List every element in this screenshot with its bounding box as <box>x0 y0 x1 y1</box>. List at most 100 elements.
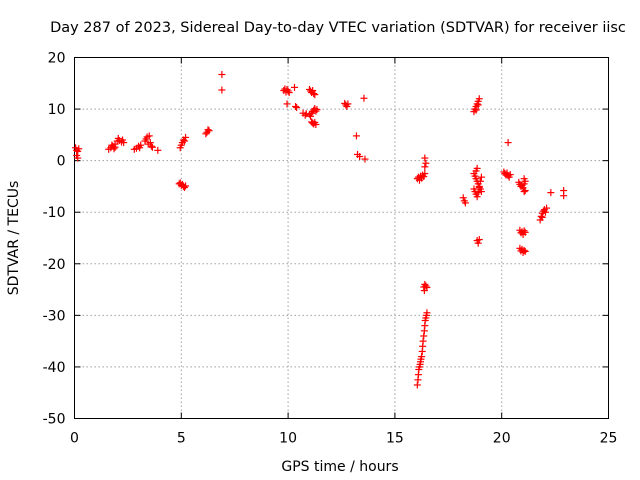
data-point <box>477 188 485 196</box>
x-tick-label: 0 <box>70 431 79 447</box>
data-point <box>461 199 469 207</box>
data-point <box>361 155 369 163</box>
gridlines <box>74 57 609 419</box>
data-point <box>473 164 481 172</box>
data-point <box>110 145 118 153</box>
x-tick-labels: 0 5 10 15 20 25 <box>70 431 617 447</box>
data-point <box>475 183 483 191</box>
data-point <box>521 187 529 195</box>
data-point <box>313 106 321 114</box>
data-point <box>520 227 528 235</box>
data-point <box>181 137 189 145</box>
x-tick-label: 5 <box>177 431 186 447</box>
plot-frame <box>74 57 609 419</box>
data-point <box>356 153 364 161</box>
data-point <box>459 194 467 202</box>
data-point <box>477 173 485 181</box>
data-point <box>312 121 320 129</box>
data-point <box>74 154 82 162</box>
data-point <box>547 189 555 197</box>
data-point <box>284 87 292 95</box>
data-point <box>419 337 427 345</box>
data-point <box>420 332 428 340</box>
data-point <box>145 132 153 140</box>
y-tick-label: -30 <box>43 308 66 324</box>
data-point <box>541 208 549 216</box>
data-point <box>181 183 189 191</box>
data-point <box>475 236 483 244</box>
data-point <box>204 126 212 134</box>
data-point <box>476 177 484 185</box>
data-point <box>474 101 482 109</box>
data-point <box>218 71 226 79</box>
data-point <box>311 91 319 99</box>
data-point <box>506 171 514 179</box>
data-point <box>521 228 529 236</box>
y-tick-label: -20 <box>43 257 66 273</box>
axis-ticks <box>74 57 609 419</box>
y-tick-label: 10 <box>48 102 66 118</box>
data-point <box>307 112 315 120</box>
data-point <box>146 139 154 147</box>
data-point <box>521 247 529 255</box>
data-point <box>543 204 551 212</box>
data-point <box>283 100 291 108</box>
data-point <box>520 188 528 196</box>
y-tick-label: 0 <box>57 154 66 170</box>
data-point <box>538 213 546 221</box>
y-tick-label: 20 <box>48 51 66 67</box>
data-point <box>182 133 190 141</box>
data-point <box>474 239 482 247</box>
data-point <box>560 192 568 200</box>
data-point <box>422 282 430 290</box>
y-tick-label: -50 <box>43 412 66 428</box>
data-point <box>147 142 155 150</box>
data-point <box>352 132 360 140</box>
data-point <box>420 173 428 181</box>
data-point <box>421 170 429 178</box>
x-axis-label: GPS time / hours <box>281 459 398 475</box>
data-point <box>504 139 512 147</box>
data-point <box>218 86 226 94</box>
x-tick-label: 10 <box>279 431 297 447</box>
data-point <box>418 353 426 361</box>
data-point <box>474 189 482 197</box>
data-point <box>475 95 483 103</box>
data-point <box>473 193 481 201</box>
data-point <box>285 89 293 97</box>
data-point <box>537 212 545 220</box>
data-point <box>360 94 368 102</box>
data-point <box>74 147 82 155</box>
data-point <box>154 146 162 154</box>
x-tick-label: 25 <box>600 431 618 447</box>
data-point <box>520 246 528 254</box>
data-point <box>291 83 299 91</box>
data-point <box>120 139 128 147</box>
data-point <box>292 102 300 110</box>
data-point <box>310 90 318 98</box>
data-point <box>205 127 213 135</box>
data-point <box>413 381 421 389</box>
data-point <box>344 100 352 108</box>
y-tick-label: -10 <box>43 205 66 221</box>
data-point <box>309 87 317 95</box>
data-point <box>182 182 190 190</box>
y-axis-label: SDTVAR / TECUs <box>6 181 22 296</box>
y-tick-labels: -50 -40 -30 -20 -10 0 10 20 <box>43 51 66 428</box>
data-point <box>472 106 480 114</box>
data-point <box>421 163 429 171</box>
data-point <box>301 111 309 119</box>
data-point <box>137 141 145 149</box>
data-point <box>520 175 528 183</box>
data-point <box>293 104 301 112</box>
data-point <box>421 154 429 162</box>
data-point <box>312 107 320 115</box>
data-points <box>72 71 568 389</box>
data-point <box>422 159 430 167</box>
data-point <box>420 287 428 295</box>
x-tick-label: 15 <box>386 431 404 447</box>
data-point <box>202 130 210 138</box>
chart-title: Day 287 of 2023, Sidereal Day-to-day VTE… <box>50 20 626 36</box>
